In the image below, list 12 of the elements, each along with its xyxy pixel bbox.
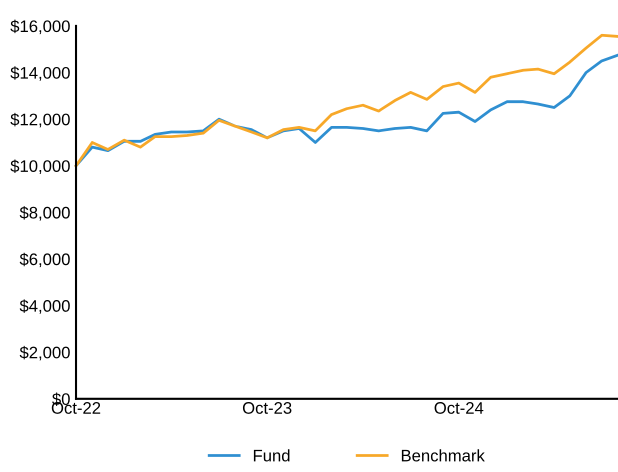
y-tick-label: $2,000 bbox=[20, 346, 70, 360]
y-tick-label: $4,000 bbox=[20, 299, 70, 314]
y-tick-label: $6,000 bbox=[20, 252, 70, 268]
legend-label: Fund bbox=[254, 449, 290, 462]
y-tick-label: $12,000 bbox=[10, 112, 70, 128]
x-tick-label: Oct-24 bbox=[434, 402, 484, 414]
legend-label: Benchmark bbox=[402, 449, 485, 462]
y-tick-label: $10,000 bbox=[10, 159, 70, 174]
y-tick-label: $8,000 bbox=[20, 206, 70, 221]
y-tick-label: $16,000 bbox=[10, 20, 70, 34]
x-tick-label: Oct-23 bbox=[242, 402, 292, 414]
y-tick-label: $14,000 bbox=[10, 66, 70, 81]
